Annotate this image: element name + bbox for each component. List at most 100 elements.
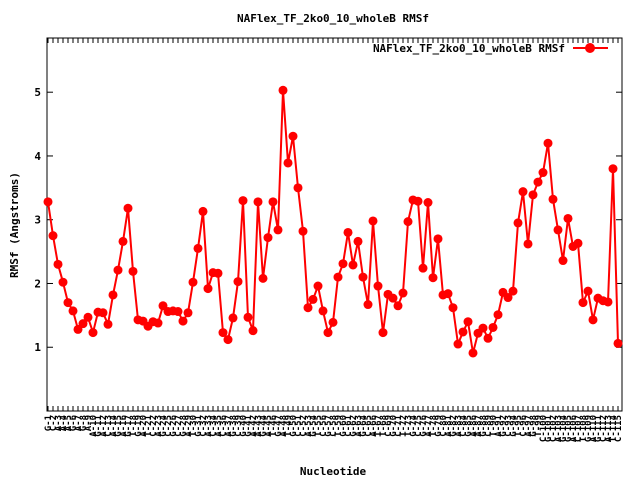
data-point [603, 297, 613, 307]
x-tick-label: T-30 [189, 415, 199, 437]
data-point [273, 225, 283, 235]
data-point [453, 339, 463, 349]
data-point [323, 328, 333, 338]
x-tick-label: A-53 [304, 415, 314, 437]
x-tick-label: A-66 [369, 415, 379, 437]
x-tick-label: C-52 [299, 415, 309, 437]
x-tick-label: G-70 [389, 415, 399, 437]
data-point [523, 239, 533, 249]
x-tick-label: T-55 [314, 415, 324, 437]
data-point [243, 312, 253, 322]
x-tick-label: G-50 [289, 415, 299, 437]
data-point [418, 263, 428, 273]
x-tick-label: G-94 [509, 414, 519, 436]
data-point [583, 286, 593, 296]
data-point [128, 266, 138, 276]
x-tick-label: A-91 [494, 415, 504, 437]
data-point [378, 328, 388, 338]
x-tick-label: C-27 [174, 415, 184, 437]
data-point [188, 277, 198, 287]
x-tick-label: T-78 [429, 415, 439, 437]
x-axis-ticks: G-1C-2A-3A-4A-5G-6A-7G-8A-9A-10G-11A-12C… [44, 38, 624, 442]
data-point [213, 268, 223, 278]
x-tick-label: C-65 [364, 415, 374, 437]
x-tick-label: C-100 [539, 415, 549, 442]
x-tick-label: C-51 [294, 415, 304, 437]
data-point [508, 286, 518, 296]
x-tick-label: A-113 [604, 415, 614, 442]
legend: NAFlex_TF_2ko0_10_wholeB RMSf [373, 42, 608, 55]
x-tick-label: T-99 [534, 415, 544, 437]
x-tick-label: A-87 [474, 415, 484, 437]
data-point [178, 316, 188, 326]
data-point [288, 131, 298, 141]
x-tick-label: C-34 [209, 414, 219, 436]
data-point [293, 183, 303, 193]
data-point [613, 338, 623, 348]
x-tick-label: C-115 [614, 415, 624, 442]
data-point [563, 213, 573, 223]
x-tick-label: G-101 [544, 415, 554, 442]
x-tick-label: C-96 [519, 415, 529, 437]
x-tick-label: G-109 [584, 415, 594, 442]
data-point [233, 277, 243, 287]
x-tick-label: T-114 [609, 414, 619, 442]
data-point [548, 194, 558, 204]
x-tick-label: C-25 [164, 415, 174, 437]
y-axis-ticks: 1 2 3 4 5 [34, 86, 622, 354]
x-tick-label: A-37 [224, 415, 234, 437]
x-tick-label: T-49 [284, 415, 294, 437]
data-point [413, 196, 423, 206]
data-point [558, 256, 568, 266]
x-tick-label: A-97 [524, 415, 534, 437]
y-tick-label: 2 [34, 277, 41, 290]
x-tick-label: T-21 [144, 415, 154, 437]
data-point [63, 298, 73, 308]
data-point [393, 301, 403, 311]
x-tick-label: G-74 [409, 414, 419, 436]
x-tick-label: T-18 [129, 415, 139, 437]
x-tick-label: G-17 [124, 415, 134, 437]
data-point [83, 312, 93, 322]
y-tick-label: 3 [34, 214, 41, 227]
data-point [173, 307, 183, 317]
data-point [298, 226, 308, 236]
data-point [588, 315, 598, 325]
x-tick-label: C-61 [344, 415, 354, 437]
data-point [228, 313, 238, 323]
x-tick-label: A-83 [454, 415, 464, 437]
series-line [47, 89, 619, 354]
x-tick-label: G-19 [134, 415, 144, 437]
data-point [363, 300, 373, 310]
x-tick-label: G-47 [274, 415, 284, 437]
x-tick-label: G-64 [359, 414, 369, 436]
data-point [53, 259, 63, 269]
x-tick-label: A-48 [279, 415, 289, 437]
x-tick-label: C-84 [459, 414, 469, 436]
x-tick-label: C-69 [384, 415, 394, 437]
data-point [283, 158, 293, 168]
x-tick-label: G-31 [194, 415, 204, 437]
x-tick-label: G-6 [69, 415, 79, 431]
data-point [338, 259, 348, 269]
data-point [193, 243, 203, 253]
x-tick-label: A-20 [139, 415, 149, 437]
y-tick-label: 5 [34, 86, 41, 99]
data-point [458, 327, 468, 337]
x-tick-label: G-111 [594, 415, 604, 442]
x-tick-label: A-4 [59, 414, 69, 431]
x-tick-label: G-28 [179, 415, 189, 437]
x-tick-label: A-106 [569, 415, 579, 442]
data-point [313, 281, 323, 291]
data-point [388, 293, 398, 303]
data-point [238, 196, 248, 206]
data-point [528, 190, 538, 200]
x-tick-label: A-3 [54, 415, 64, 431]
x-tick-label: G-40 [239, 415, 249, 437]
x-tick-label: A-12 [99, 415, 109, 437]
x-tick-label: C-22 [149, 415, 159, 437]
y-axis-label: RMSf (Angstroms) [8, 172, 21, 278]
data-point [343, 227, 353, 237]
x-tick-label: T-46 [269, 415, 279, 437]
x-tick-label: C-58 [329, 415, 339, 437]
